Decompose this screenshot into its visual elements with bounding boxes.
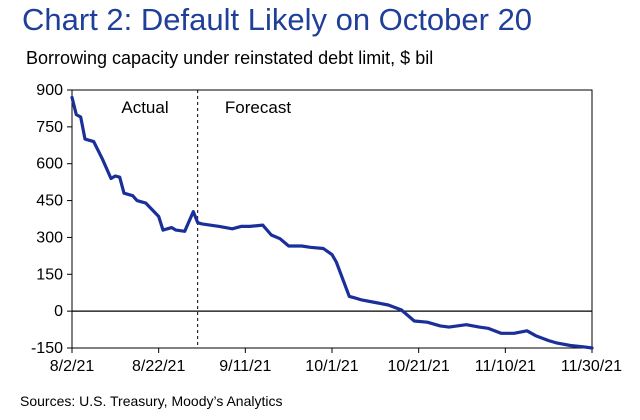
y-tick-label: 0 bbox=[54, 303, 63, 320]
x-tick-label: 9/11/21 bbox=[219, 358, 271, 375]
y-tick-label: -150 bbox=[31, 340, 63, 357]
y-tick-label: 150 bbox=[36, 266, 63, 283]
chart-marks bbox=[70, 90, 594, 350]
x-tick-label: 10/21/21 bbox=[388, 358, 450, 375]
y-tick-label: 600 bbox=[36, 156, 63, 173]
annotation-actual: Actual bbox=[121, 98, 168, 117]
y-tick-label: 300 bbox=[36, 229, 63, 246]
plot-frame bbox=[71, 89, 593, 349]
x-tick-label: 8/2/21 bbox=[50, 358, 95, 375]
x-tick-label: 11/30/21 bbox=[561, 358, 622, 375]
y-tick-label: 900 bbox=[36, 82, 63, 99]
x-tick-label: 11/10/21 bbox=[475, 358, 536, 375]
y-tick-label: 450 bbox=[36, 193, 63, 210]
chart-subtitle: Borrowing capacity under reinstated debt… bbox=[26, 48, 434, 68]
axes bbox=[67, 89, 593, 353]
y-tick-label: 750 bbox=[36, 119, 63, 136]
chart-title: Chart 2: Default Likely on October 20 bbox=[22, 2, 533, 37]
x-tick-label: 10/1/21 bbox=[305, 358, 358, 375]
tick-labels: -150 0 150 300 450 600 750 900 8/2/21 8/22/21 9/11… bbox=[31, 82, 622, 375]
annotation-forecast: Forecast bbox=[225, 98, 291, 117]
source-note: Sources: U.S. Treasury, Moody’s Analytic… bbox=[20, 393, 283, 409]
x-tick-label: 8/22/21 bbox=[132, 358, 185, 375]
series-line bbox=[70, 95, 594, 350]
